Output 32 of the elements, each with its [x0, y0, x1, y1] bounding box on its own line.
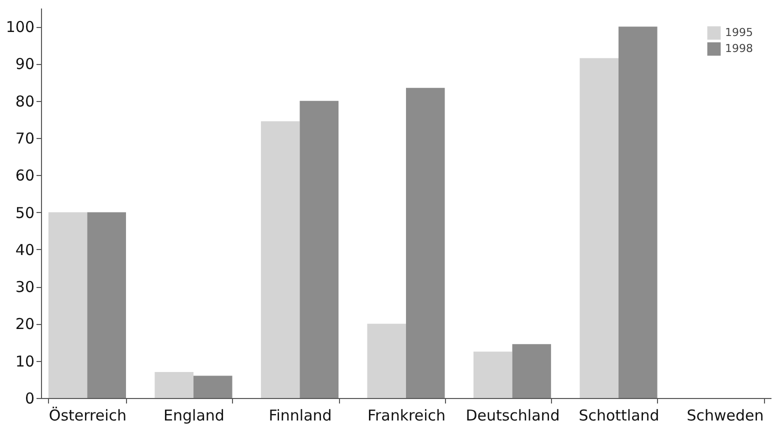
x-tick-label: Schottland [578, 406, 660, 424]
y-tick-label: 0 [24, 390, 34, 408]
y-tick-label: 70 [15, 130, 34, 148]
y-tick-label: 30 [15, 278, 34, 296]
bar [406, 88, 445, 398]
bar [367, 324, 406, 398]
bar [618, 26, 658, 398]
legend-label: 1998 [725, 42, 753, 55]
y-tick-label: 80 [15, 92, 34, 110]
x-tick-label: England [164, 406, 224, 424]
bar [48, 212, 88, 398]
x-tick-label: Finnland [268, 406, 332, 424]
bar [580, 58, 619, 398]
bar [512, 344, 552, 398]
y-tick-label: 60 [15, 166, 34, 185]
y-tick-label: 50 [15, 204, 34, 222]
bar [193, 376, 232, 398]
x-tick-label: Schweden [686, 406, 764, 424]
x-tick-label: Deutschland [466, 406, 560, 424]
y-tick-label: 10 [15, 352, 34, 370]
bar [154, 372, 194, 398]
y-tick-label: 90 [15, 55, 34, 74]
bar [300, 100, 339, 398]
y-tick-label: 100 [6, 18, 34, 36]
bar [260, 121, 300, 398]
y-tick-label: 20 [15, 315, 34, 334]
legend-label: 1995 [725, 26, 753, 39]
bar [473, 352, 512, 398]
bar [87, 212, 126, 398]
y-tick-label: 40 [15, 240, 34, 259]
x-tick-label: Österreich [48, 406, 127, 424]
x-tick-label: Frankreich [367, 406, 446, 424]
